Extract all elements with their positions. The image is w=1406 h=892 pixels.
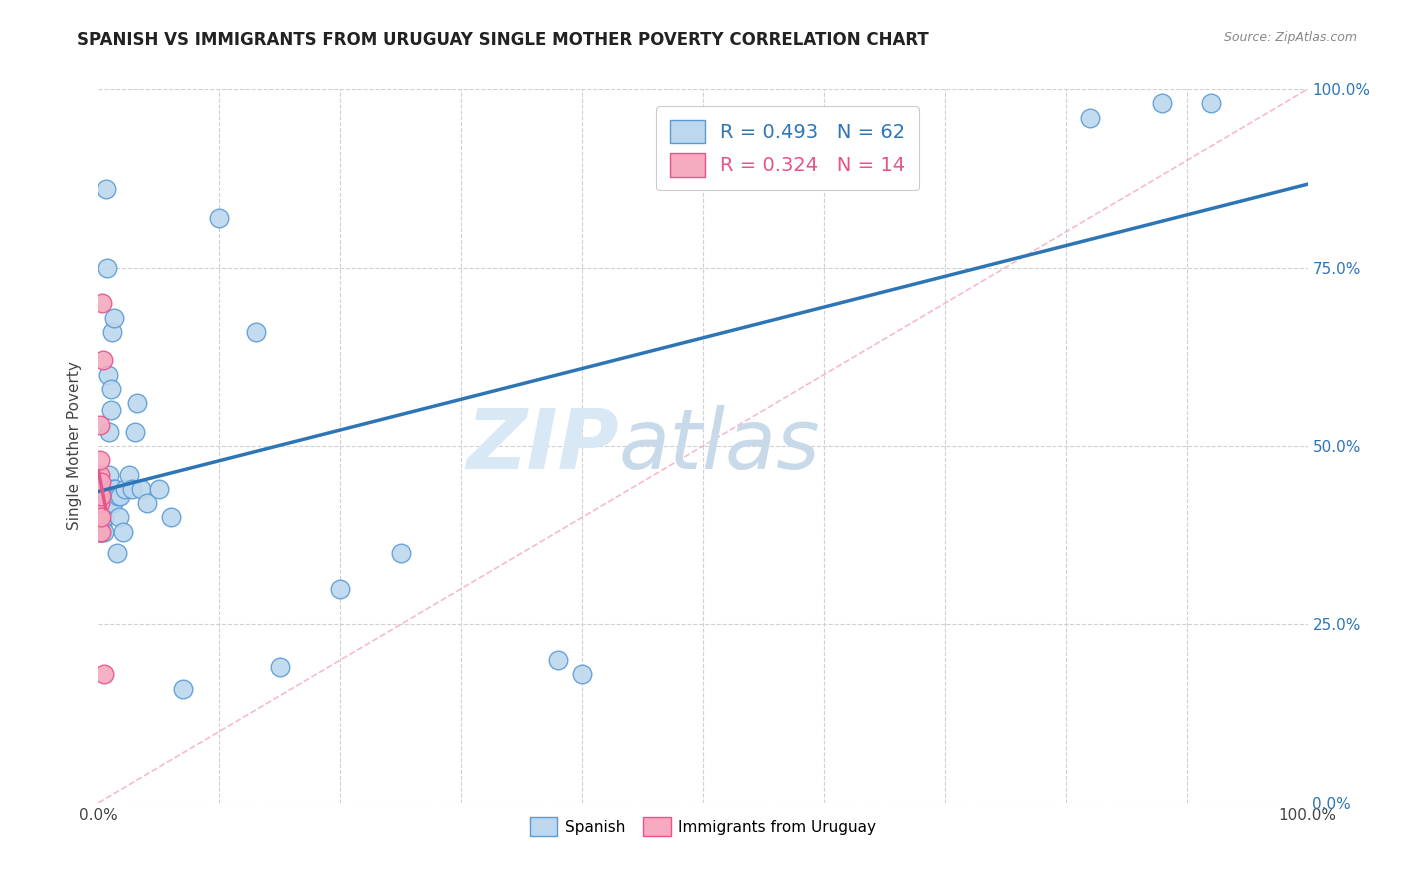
Point: [90, 489, 112, 503]
Point: [89, 524, 111, 539]
Text: ZIP: ZIP: [465, 406, 619, 486]
Point: [93, 496, 115, 510]
Point: [91, 517, 114, 532]
Point: [245, 325, 267, 339]
Point: [94, 482, 117, 496]
Point: [91, 296, 114, 310]
Point: [208, 211, 231, 225]
Point: [97, 482, 120, 496]
Point: [148, 482, 170, 496]
Point: [269, 660, 291, 674]
Point: [104, 482, 127, 496]
Point: [91, 496, 114, 510]
Point: [98, 425, 121, 439]
Point: [129, 482, 152, 496]
Y-axis label: Single Mother Poverty: Single Mother Poverty: [67, 361, 83, 531]
Point: [389, 546, 412, 560]
Point: [571, 667, 593, 681]
Point: [91, 524, 114, 539]
Point: [97, 368, 120, 382]
Point: [90, 510, 112, 524]
Point: [124, 425, 146, 439]
Point: [114, 482, 136, 496]
Point: [93, 503, 115, 517]
Point: [89, 510, 111, 524]
Point: [100, 403, 122, 417]
Point: [135, 496, 157, 510]
Point: [90, 475, 112, 489]
Point: [89, 524, 111, 539]
Point: [89, 496, 111, 510]
Legend: Spanish, Immigrants from Uruguay: Spanish, Immigrants from Uruguay: [520, 808, 886, 845]
Point: [1078, 111, 1101, 125]
Point: [89, 496, 111, 510]
Point: [89, 482, 111, 496]
Point: [101, 496, 124, 510]
Point: [160, 510, 183, 524]
Point: [97, 496, 120, 510]
Point: [127, 396, 149, 410]
Point: [121, 482, 143, 496]
Point: [91, 503, 114, 517]
Point: [89, 453, 111, 467]
Point: [108, 510, 131, 524]
Point: [118, 467, 141, 482]
Point: [1199, 96, 1222, 111]
Text: SPANISH VS IMMIGRANTS FROM URUGUAY SINGLE MOTHER POVERTY CORRELATION CHART: SPANISH VS IMMIGRANTS FROM URUGUAY SINGL…: [77, 31, 929, 49]
Point: [89, 510, 111, 524]
Point: [100, 382, 122, 396]
Point: [93, 667, 115, 681]
Point: [93, 510, 115, 524]
Point: [90, 510, 112, 524]
Point: [98, 467, 121, 482]
Point: [90, 524, 112, 539]
Point: [93, 524, 115, 539]
Point: [172, 681, 194, 696]
Point: [91, 489, 114, 503]
Point: [103, 310, 125, 325]
Point: [96, 489, 118, 503]
Point: [90, 524, 112, 539]
Point: [89, 489, 111, 503]
Point: [89, 503, 111, 517]
Point: [107, 489, 129, 503]
Point: [105, 546, 128, 560]
Point: [547, 653, 569, 667]
Point: [90, 496, 112, 510]
Text: atlas: atlas: [619, 406, 820, 486]
Point: [96, 260, 118, 275]
Point: [91, 489, 114, 503]
Point: [101, 482, 124, 496]
Point: [108, 489, 131, 503]
Point: [94, 496, 117, 510]
Point: [111, 524, 134, 539]
Text: Source: ZipAtlas.com: Source: ZipAtlas.com: [1223, 31, 1357, 45]
Point: [90, 482, 112, 496]
Point: [89, 417, 111, 432]
Point: [89, 467, 111, 482]
Point: [91, 353, 114, 368]
Point: [100, 325, 122, 339]
Point: [1152, 96, 1174, 111]
Point: [91, 496, 114, 510]
Point: [94, 182, 117, 196]
Point: [329, 582, 352, 596]
